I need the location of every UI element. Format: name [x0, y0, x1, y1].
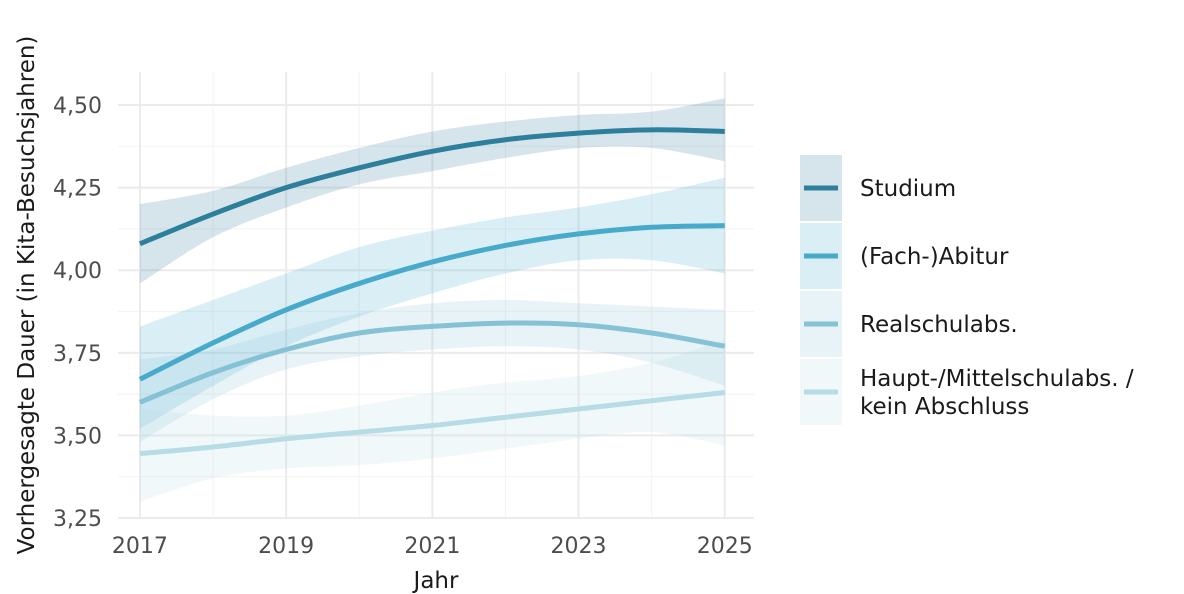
- x-tick-label: 2021: [404, 534, 460, 559]
- confidence-band-1: [139, 98, 725, 284]
- y-axis-title: Vorhergesagte Dauer (in Kita-Besuchsjahr…: [14, 36, 40, 555]
- plot-grid: [118, 72, 754, 519]
- confidence-band-4: [139, 339, 725, 502]
- y-tick-label: 3,25: [53, 507, 102, 532]
- y-tick-label: 4,50: [53, 94, 102, 119]
- y-axis-ticks: 3,25 3,50 3,75 4,00 4,25 4,50: [53, 94, 102, 532]
- x-tick-label: 2019: [258, 534, 314, 559]
- series-line-3: [138, 320, 726, 405]
- series-lines: [138, 127, 726, 457]
- legend: Studium (Fach-)Abitur Realschulabs. Haupt-/…: [800, 155, 1134, 425]
- legend-label: kein Abschluss: [860, 394, 1029, 420]
- legend-label: Haupt-/Mittelschulabs. /: [860, 366, 1134, 392]
- x-axis-title: Jahr: [412, 568, 459, 594]
- series-line-4: [139, 389, 726, 457]
- y-tick-label: 4,00: [53, 259, 102, 284]
- legend-label: Studium: [860, 176, 956, 202]
- x-axis-ticks: 2017 2019 2021 2023 2025: [112, 534, 753, 559]
- series-line-2: [138, 223, 725, 382]
- legend-label: Realschulabs.: [860, 312, 1018, 338]
- y-tick-label: 4,25: [53, 177, 102, 202]
- y-tick-label: 3,75: [53, 342, 102, 367]
- confidence-bands: [139, 98, 725, 502]
- confidence-band-2: [139, 177, 725, 429]
- x-tick-label: 2017: [112, 534, 168, 559]
- confidence-band-3: [139, 299, 725, 443]
- x-tick-label: 2023: [551, 534, 607, 559]
- y-tick-label: 3,50: [53, 424, 102, 449]
- legend-label: (Fach-)Abitur: [860, 244, 1009, 270]
- x-tick-label: 2025: [697, 534, 753, 559]
- series-line-1: [138, 127, 725, 247]
